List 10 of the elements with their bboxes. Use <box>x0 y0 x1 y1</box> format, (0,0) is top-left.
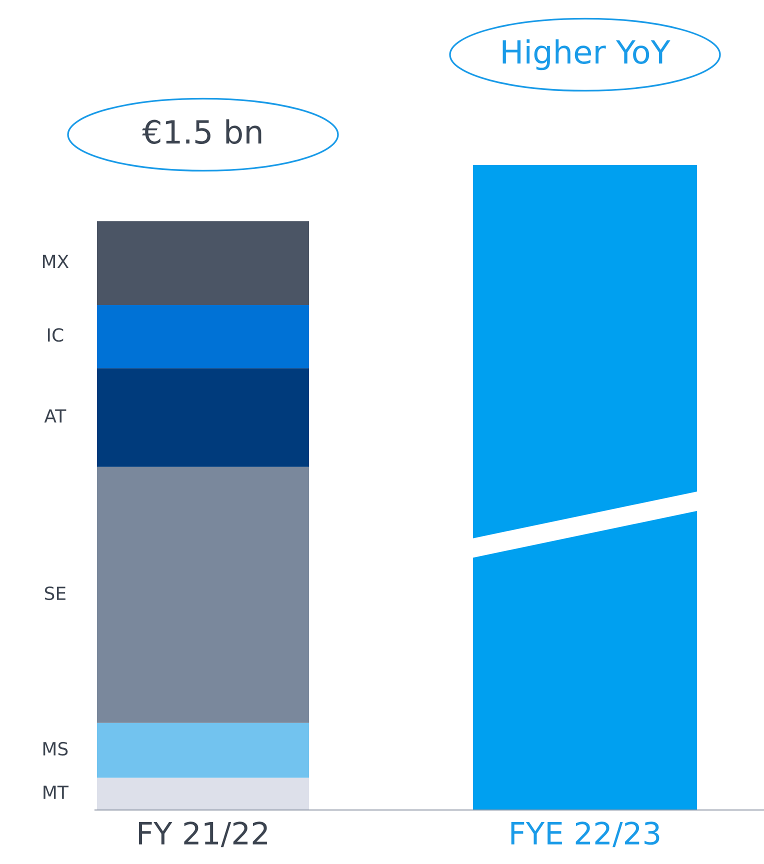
series-label: IC <box>48 328 64 342</box>
series-label: MS <box>43 742 68 756</box>
series-label: MX <box>42 254 69 268</box>
series-label: AT <box>44 409 66 422</box>
series-label: MT <box>44 786 69 799</box>
x-tick-label: FYE 22/23 <box>511 822 660 848</box>
text: Higher YoY <box>502 39 670 70</box>
series-label: SE <box>44 586 66 600</box>
x-tick-label: FY 21/22 <box>138 822 267 848</box>
text: €1.5 bn <box>142 119 262 144</box>
